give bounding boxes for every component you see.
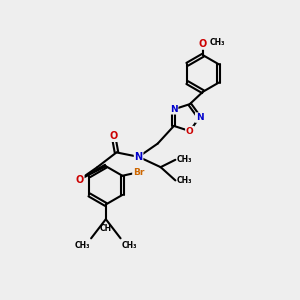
Text: CH: CH bbox=[100, 224, 112, 232]
Text: CH₃: CH₃ bbox=[122, 241, 137, 250]
Text: N: N bbox=[134, 152, 142, 162]
Text: O: O bbox=[76, 175, 84, 184]
Text: Br: Br bbox=[133, 168, 144, 177]
Text: CH₃: CH₃ bbox=[74, 241, 90, 250]
Text: CH₃: CH₃ bbox=[209, 38, 225, 47]
Text: CH₃: CH₃ bbox=[177, 176, 192, 185]
Text: N: N bbox=[196, 113, 203, 122]
Text: CH₃: CH₃ bbox=[177, 155, 192, 164]
Text: N: N bbox=[170, 105, 178, 114]
Text: O: O bbox=[110, 131, 118, 141]
Text: O: O bbox=[199, 39, 207, 49]
Text: O: O bbox=[186, 127, 194, 136]
